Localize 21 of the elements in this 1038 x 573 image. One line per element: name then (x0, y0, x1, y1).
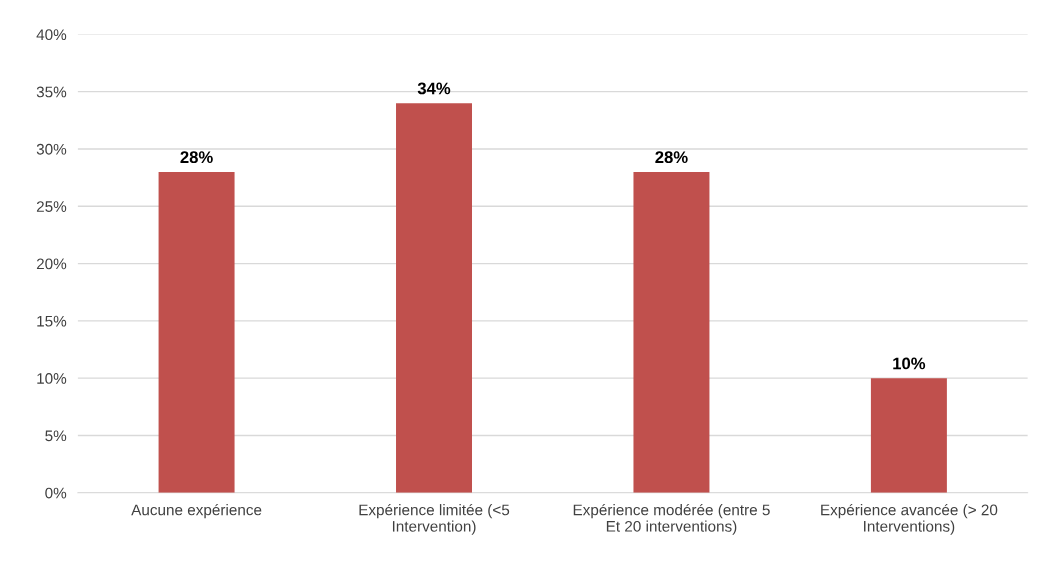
y-tick-label: 5% (45, 430, 67, 442)
y-tick-label: 40% (36, 29, 67, 41)
y-tick-label: 35% (36, 86, 67, 98)
x-tick-label: Expérience modérée (entre 5 Et 20 interventions) (573, 503, 770, 535)
data-label: 34% (417, 82, 451, 95)
bar (396, 103, 472, 493)
y-tick-label: 10% (37, 373, 67, 384)
x-tick-label: Aucune expérience (131, 503, 262, 519)
bar (870, 378, 947, 493)
x-tick-label: Expérience limitée (<5 Intervention) (359, 503, 510, 535)
y-tick-label: 25% (36, 201, 67, 212)
y-tick-label: 30% (36, 143, 67, 155)
data-label: 28% (655, 151, 688, 164)
data-label: 28% (180, 151, 213, 164)
bar (158, 171, 235, 493)
x-tick-label: Expérience avancée (> 20 Interventions) (821, 503, 998, 535)
y-tick-label: 20% (36, 258, 67, 270)
bar (633, 171, 710, 493)
y-tick-label: 15% (37, 315, 67, 327)
data-label: 10% (893, 357, 926, 370)
y-tick-label: 0% (45, 487, 67, 499)
